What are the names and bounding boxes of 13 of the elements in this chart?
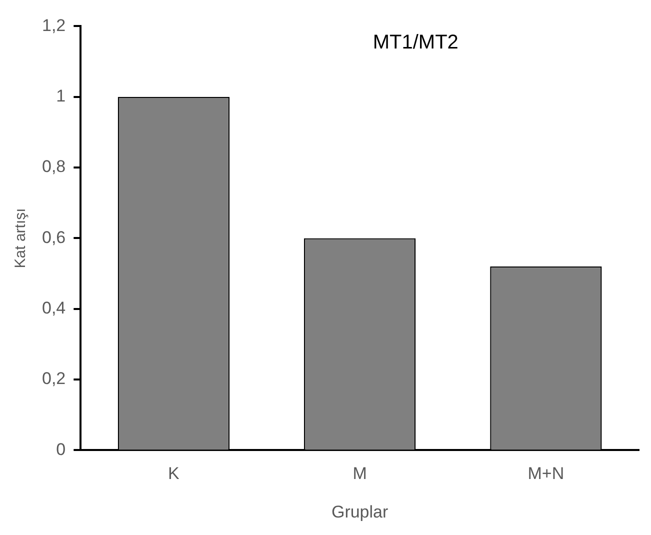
y-tick-label: 0 (56, 440, 66, 459)
y-tick-label: 0,4 (42, 298, 66, 318)
y-tick-label: 0,8 (42, 157, 66, 176)
chart-title: MT1/MT2 (372, 32, 458, 54)
x-axis-title: Gruplar (331, 502, 388, 522)
x-tick-label: K (168, 464, 180, 484)
y-tick-label: 0,2 (42, 369, 66, 388)
x-tick-label: M (352, 464, 367, 484)
y-tick-label: 1,2 (42, 16, 66, 35)
y-tick-label: 0,6 (42, 228, 66, 247)
x-tick-label: M+N (528, 464, 564, 484)
y-tick-label: 1 (56, 86, 66, 106)
y-axis-title: Kat artışı (12, 208, 30, 268)
